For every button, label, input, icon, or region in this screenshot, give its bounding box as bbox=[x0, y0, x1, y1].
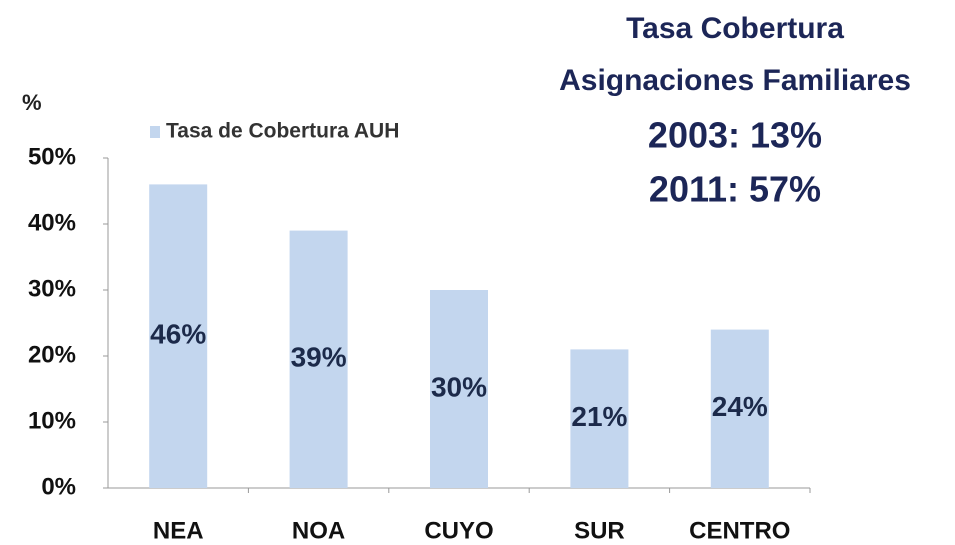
annotation: Tasa Cobertura bbox=[626, 12, 844, 45]
x-tick-label: SUR bbox=[574, 517, 625, 544]
data-label: 46% bbox=[150, 319, 206, 350]
data-label: 24% bbox=[712, 391, 768, 422]
bar bbox=[430, 290, 488, 488]
bar bbox=[570, 349, 629, 488]
data-label: 21% bbox=[571, 401, 627, 432]
data-label: 39% bbox=[291, 342, 347, 373]
legend-label: Tasa de Cobertura AUH bbox=[166, 120, 399, 143]
y-tick-label: 20% bbox=[28, 341, 76, 368]
annotation: 2011: 57% bbox=[649, 169, 821, 210]
legend-swatch bbox=[150, 126, 160, 138]
y-tick-label: 40% bbox=[28, 209, 76, 236]
bar bbox=[149, 184, 208, 488]
data-label: 30% bbox=[431, 371, 487, 402]
x-tick-label: NOA bbox=[292, 517, 345, 544]
y-tick-label: 50% bbox=[28, 143, 76, 170]
y-tick-label: 10% bbox=[28, 407, 76, 434]
x-tick-label: NEA bbox=[153, 517, 204, 544]
x-tick-label: CENTRO bbox=[689, 517, 790, 544]
annotation: 2003: 13% bbox=[648, 115, 822, 156]
annotation: Asignaciones Familiares bbox=[559, 64, 911, 97]
y-tick-label: 30% bbox=[28, 275, 76, 302]
bar bbox=[289, 230, 348, 488]
y-tick-label: 0% bbox=[41, 473, 76, 500]
bar bbox=[710, 329, 769, 488]
y-axis-label: % bbox=[22, 90, 42, 115]
x-tick-label: CUYO bbox=[424, 517, 493, 544]
